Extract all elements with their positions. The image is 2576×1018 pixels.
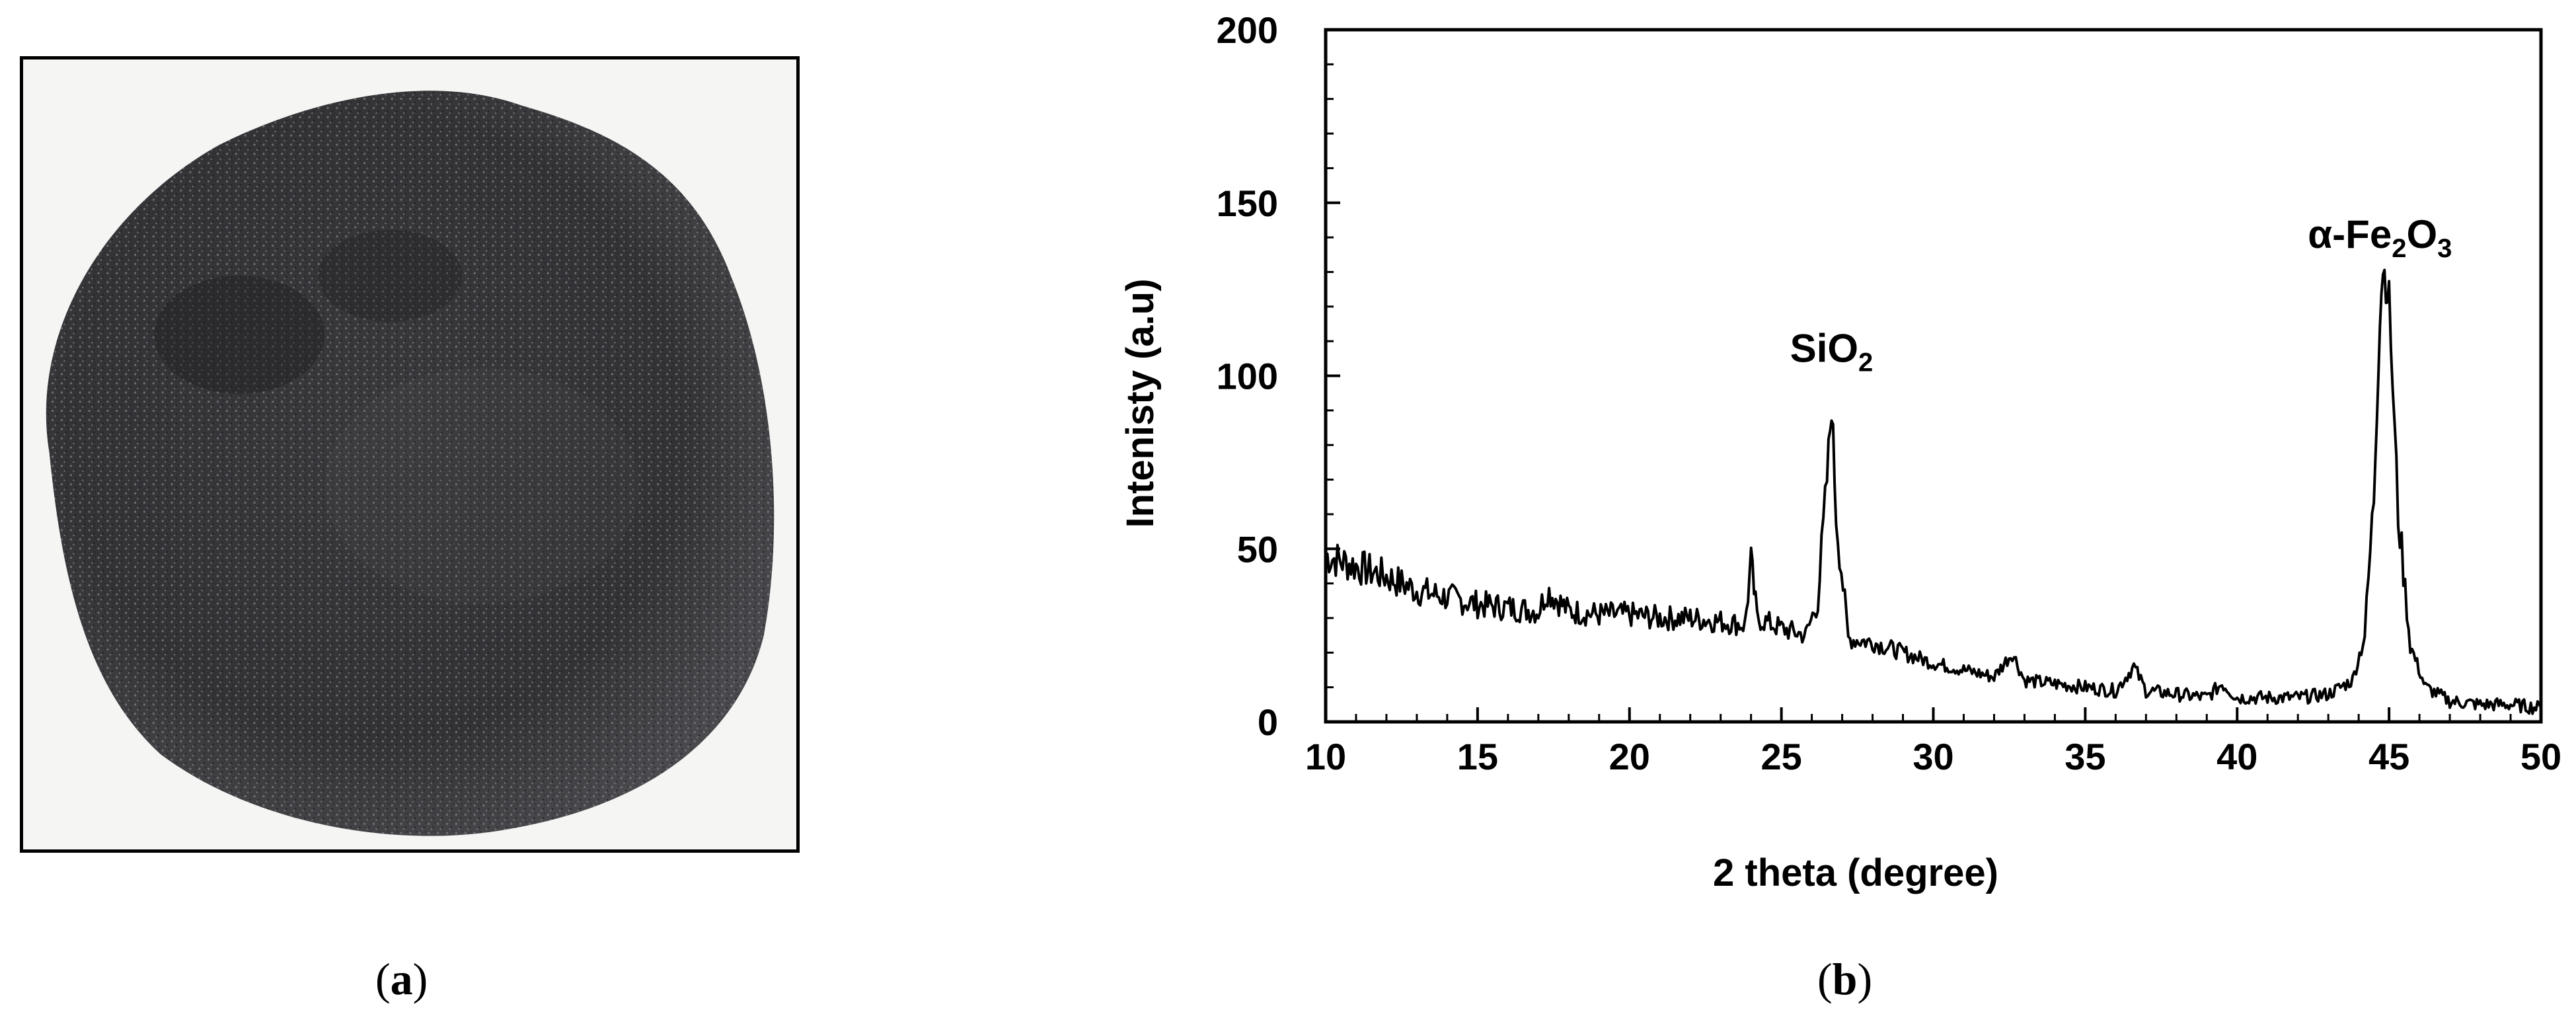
x-tick-label: 20 [1609,736,1650,777]
chart-annotations: SiO2 α-Fe2O3 [1790,212,2452,377]
panel-label-a: (a) [375,954,428,1004]
x-tick-label: 25 [1761,736,1801,777]
x-tick-label: 40 [2216,736,2257,777]
x-tick-label: 45 [2368,736,2409,777]
y-tick-label: 0 [1258,701,1278,743]
annotation-sio2: SiO2 [1790,327,1874,377]
y-tick-label: 100 [1217,356,1278,397]
y-axis-label: Intenisty (a.u) [1119,278,1162,528]
panel-label-b: (b) [1817,954,1873,1004]
powder-pile-image [46,91,775,836]
chart-series [1324,268,2542,715]
powder-photo [20,56,800,853]
x-tick-label: 30 [1913,736,1953,777]
y-tick-label: 150 [1217,182,1278,224]
chart-axes [1324,28,2543,724]
plot-frame [1324,28,2543,724]
x-tick-label: 15 [1457,736,1498,777]
x-tick-label: 50 [2520,736,2561,777]
x-axis-label: 2 theta (degree) [1713,851,1998,894]
x-tick-label: 35 [2065,736,2105,777]
y-tick-label: 50 [1237,528,1278,570]
xrd-series-line [1324,268,2542,715]
y-tick-label: 200 [1217,9,1278,51]
x-tick-label: 10 [1305,736,1346,777]
chart-ticks: 10 15 20 25 30 35 40 45 50 0 50 100 150 200 [1217,9,2562,777]
annotation-fe2o3: α-Fe2O3 [2308,212,2452,263]
